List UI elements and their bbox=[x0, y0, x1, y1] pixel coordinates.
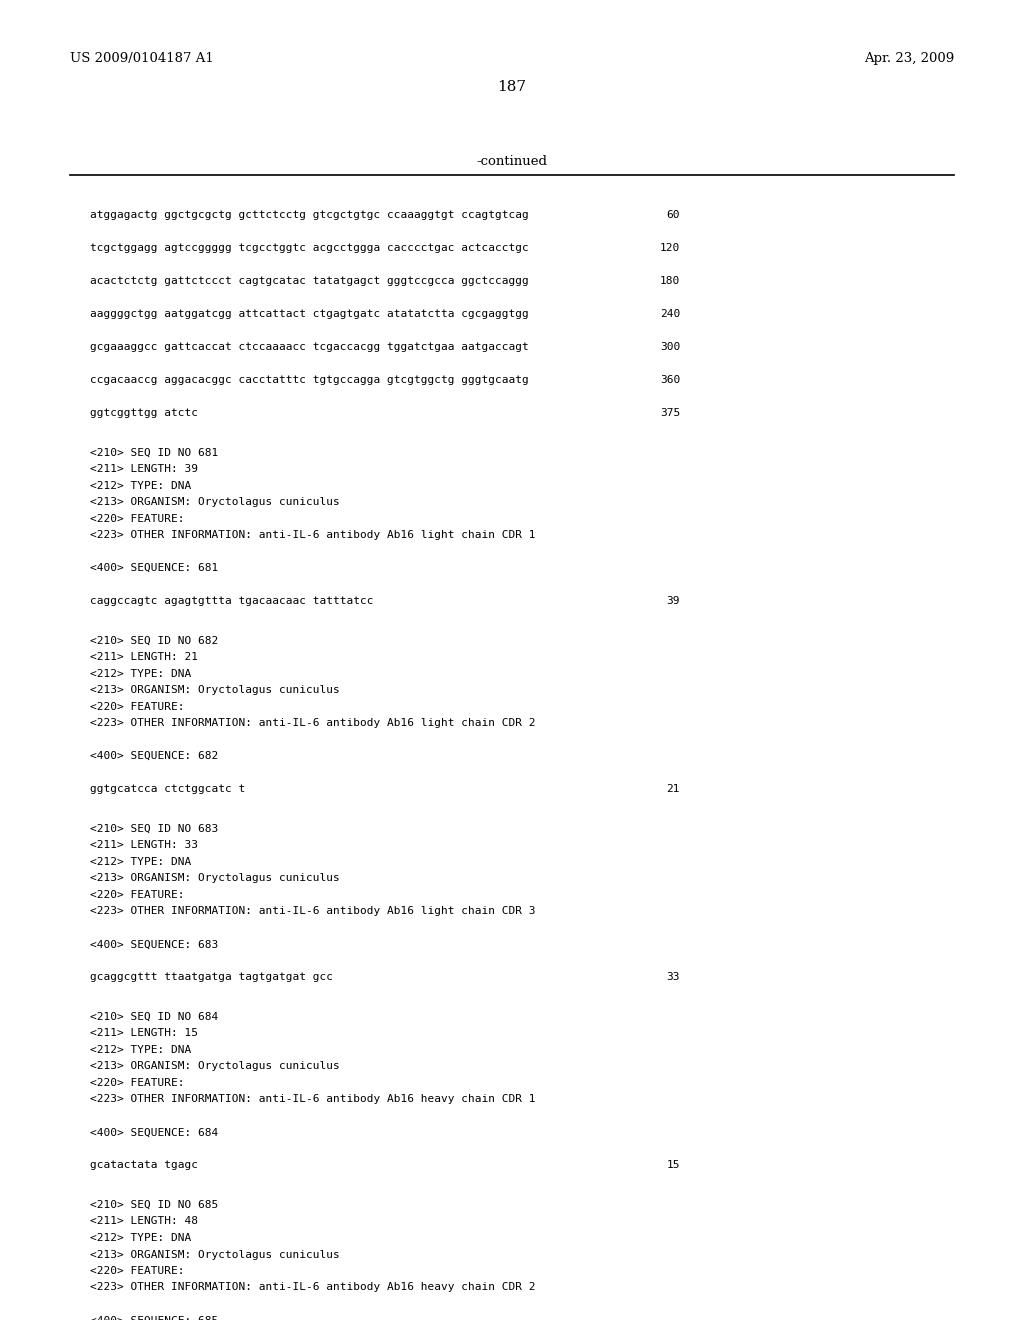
Text: <213> ORGANISM: Oryctolagus cuniculus: <213> ORGANISM: Oryctolagus cuniculus bbox=[90, 685, 340, 696]
Text: 240: 240 bbox=[659, 309, 680, 319]
Text: 120: 120 bbox=[659, 243, 680, 253]
Text: <210> SEQ ID NO 685: <210> SEQ ID NO 685 bbox=[90, 1200, 218, 1210]
Text: acactctctg gattctccct cagtgcatac tatatgagct gggtccgcca ggctccaggg: acactctctg gattctccct cagtgcatac tatatga… bbox=[90, 276, 528, 286]
Text: tcgctggagg agtccggggg tcgcctggtc acgcctggga cacccctgac actcacctgc: tcgctggagg agtccggggg tcgcctggtc acgcctg… bbox=[90, 243, 528, 253]
Text: <210> SEQ ID NO 682: <210> SEQ ID NO 682 bbox=[90, 636, 218, 645]
Text: <223> OTHER INFORMATION: anti-IL-6 antibody Ab16 light chain CDR 1: <223> OTHER INFORMATION: anti-IL-6 antib… bbox=[90, 531, 536, 540]
Text: <400> SEQUENCE: 681: <400> SEQUENCE: 681 bbox=[90, 564, 218, 573]
Text: <220> FEATURE:: <220> FEATURE: bbox=[90, 890, 184, 900]
Text: <210> SEQ ID NO 683: <210> SEQ ID NO 683 bbox=[90, 824, 218, 834]
Text: 375: 375 bbox=[659, 408, 680, 418]
Text: <212> TYPE: DNA: <212> TYPE: DNA bbox=[90, 1233, 191, 1243]
Text: <212> TYPE: DNA: <212> TYPE: DNA bbox=[90, 1045, 191, 1055]
Text: <223> OTHER INFORMATION: anti-IL-6 antibody Ab16 light chain CDR 3: <223> OTHER INFORMATION: anti-IL-6 antib… bbox=[90, 907, 536, 916]
Text: aaggggctgg aatggatcgg attcattact ctgagtgatc atatatctta cgcgaggtgg: aaggggctgg aatggatcgg attcattact ctgagtg… bbox=[90, 309, 528, 319]
Text: <400> SEQUENCE: 683: <400> SEQUENCE: 683 bbox=[90, 940, 218, 949]
Text: <212> TYPE: DNA: <212> TYPE: DNA bbox=[90, 669, 191, 678]
Text: <400> SEQUENCE: 685: <400> SEQUENCE: 685 bbox=[90, 1316, 218, 1320]
Text: atggagactg ggctgcgctg gcttctcctg gtcgctgtgc ccaaaggtgt ccagtgtcag: atggagactg ggctgcgctg gcttctcctg gtcgctg… bbox=[90, 210, 528, 220]
Text: 187: 187 bbox=[498, 81, 526, 94]
Text: <223> OTHER INFORMATION: anti-IL-6 antibody Ab16 heavy chain CDR 2: <223> OTHER INFORMATION: anti-IL-6 antib… bbox=[90, 1283, 536, 1292]
Text: <400> SEQUENCE: 682: <400> SEQUENCE: 682 bbox=[90, 751, 218, 762]
Text: <400> SEQUENCE: 684: <400> SEQUENCE: 684 bbox=[90, 1127, 218, 1138]
Text: 21: 21 bbox=[667, 784, 680, 795]
Text: <212> TYPE: DNA: <212> TYPE: DNA bbox=[90, 480, 191, 491]
Text: <210> SEQ ID NO 681: <210> SEQ ID NO 681 bbox=[90, 447, 218, 458]
Text: <211> LENGTH: 48: <211> LENGTH: 48 bbox=[90, 1217, 198, 1226]
Text: <213> ORGANISM: Oryctolagus cuniculus: <213> ORGANISM: Oryctolagus cuniculus bbox=[90, 1061, 340, 1072]
Text: <211> LENGTH: 33: <211> LENGTH: 33 bbox=[90, 841, 198, 850]
Text: <211> LENGTH: 21: <211> LENGTH: 21 bbox=[90, 652, 198, 663]
Text: <220> FEATURE:: <220> FEATURE: bbox=[90, 1266, 184, 1276]
Text: -continued: -continued bbox=[476, 154, 548, 168]
Text: <213> ORGANISM: Oryctolagus cuniculus: <213> ORGANISM: Oryctolagus cuniculus bbox=[90, 498, 340, 507]
Text: <223> OTHER INFORMATION: anti-IL-6 antibody Ab16 heavy chain CDR 1: <223> OTHER INFORMATION: anti-IL-6 antib… bbox=[90, 1094, 536, 1105]
Text: 60: 60 bbox=[667, 210, 680, 220]
Text: <220> FEATURE:: <220> FEATURE: bbox=[90, 702, 184, 711]
Text: <210> SEQ ID NO 684: <210> SEQ ID NO 684 bbox=[90, 1012, 218, 1022]
Text: gcatactata tgagc: gcatactata tgagc bbox=[90, 1160, 198, 1171]
Text: <211> LENGTH: 15: <211> LENGTH: 15 bbox=[90, 1028, 198, 1039]
Text: 33: 33 bbox=[667, 973, 680, 982]
Text: 300: 300 bbox=[659, 342, 680, 352]
Text: US 2009/0104187 A1: US 2009/0104187 A1 bbox=[70, 51, 214, 65]
Text: <212> TYPE: DNA: <212> TYPE: DNA bbox=[90, 857, 191, 867]
Text: ccgacaaccg aggacacggc cacctatttc tgtgccagga gtcgtggctg gggtgcaatg: ccgacaaccg aggacacggc cacctatttc tgtgcca… bbox=[90, 375, 528, 385]
Text: <220> FEATURE:: <220> FEATURE: bbox=[90, 513, 184, 524]
Text: <213> ORGANISM: Oryctolagus cuniculus: <213> ORGANISM: Oryctolagus cuniculus bbox=[90, 874, 340, 883]
Text: <211> LENGTH: 39: <211> LENGTH: 39 bbox=[90, 465, 198, 474]
Text: 360: 360 bbox=[659, 375, 680, 385]
Text: <223> OTHER INFORMATION: anti-IL-6 antibody Ab16 light chain CDR 2: <223> OTHER INFORMATION: anti-IL-6 antib… bbox=[90, 718, 536, 729]
Text: 39: 39 bbox=[667, 597, 680, 606]
Text: 180: 180 bbox=[659, 276, 680, 286]
Text: caggccagtc agagtgttta tgacaacaac tatttatcc: caggccagtc agagtgttta tgacaacaac tatttat… bbox=[90, 597, 374, 606]
Text: <220> FEATURE:: <220> FEATURE: bbox=[90, 1078, 184, 1088]
Text: ggtgcatcca ctctggcatc t: ggtgcatcca ctctggcatc t bbox=[90, 784, 246, 795]
Text: gcaggcgttt ttaatgatga tagtgatgat gcc: gcaggcgttt ttaatgatga tagtgatgat gcc bbox=[90, 973, 333, 982]
Text: 15: 15 bbox=[667, 1160, 680, 1171]
Text: gcgaaaggcc gattcaccat ctccaaaacc tcgaccacgg tggatctgaa aatgaccagt: gcgaaaggcc gattcaccat ctccaaaacc tcgacca… bbox=[90, 342, 528, 352]
Text: ggtcggttgg atctc: ggtcggttgg atctc bbox=[90, 408, 198, 418]
Text: Apr. 23, 2009: Apr. 23, 2009 bbox=[864, 51, 954, 65]
Text: <213> ORGANISM: Oryctolagus cuniculus: <213> ORGANISM: Oryctolagus cuniculus bbox=[90, 1250, 340, 1259]
